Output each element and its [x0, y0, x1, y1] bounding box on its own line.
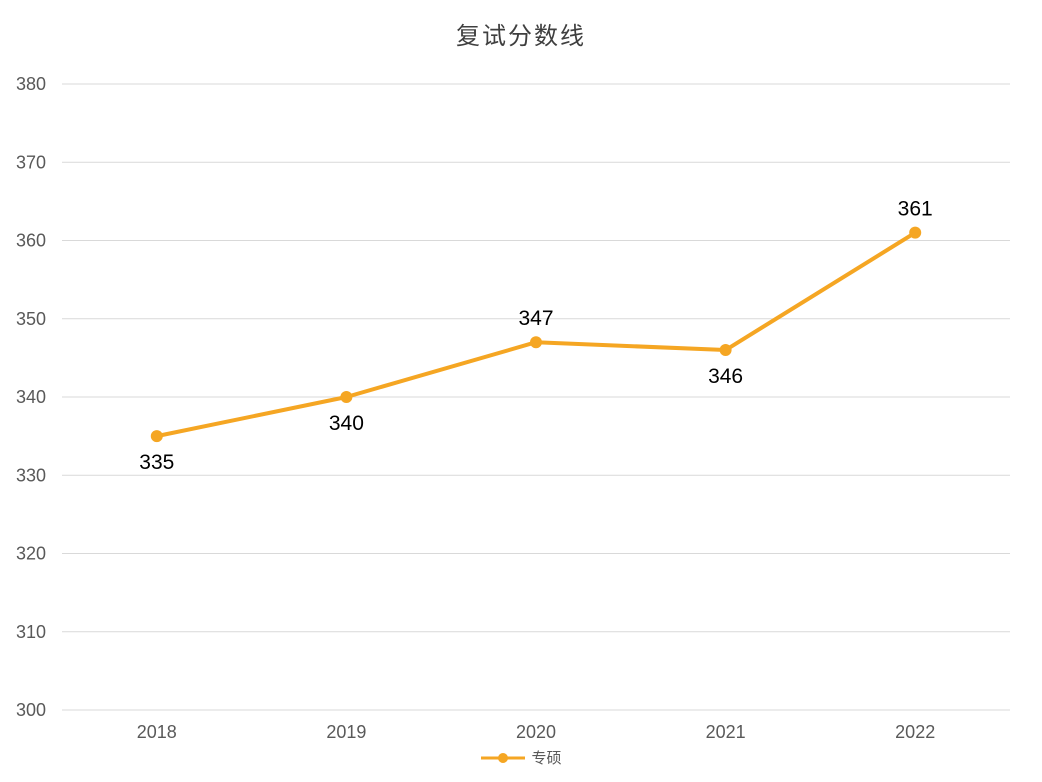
- y-axis-tick-label: 310: [16, 622, 46, 642]
- data-point-label: 340: [329, 412, 364, 435]
- data-point-label: 361: [898, 198, 933, 221]
- data-point-marker: [530, 336, 542, 349]
- y-axis-tick-label: 300: [16, 700, 46, 720]
- legend: 专硕: [0, 747, 1042, 768]
- legend-line-marker: [481, 752, 526, 763]
- y-axis-tick-label: 380: [16, 74, 46, 94]
- x-axis-tick-label: 2021: [706, 722, 746, 742]
- legend-label: 专硕: [531, 750, 562, 767]
- y-axis-tick-label: 320: [16, 544, 46, 564]
- data-point-label: 335: [139, 451, 174, 474]
- x-axis-tick-label: 2018: [137, 722, 177, 742]
- data-point-label: 346: [708, 365, 743, 388]
- x-axis-tick-label: 2022: [895, 722, 935, 742]
- y-axis-tick-label: 340: [16, 387, 46, 407]
- y-axis-tick-label: 370: [16, 152, 46, 172]
- data-point-label: 347: [518, 307, 553, 330]
- data-point-marker: [340, 391, 353, 403]
- y-axis-tick-label: 350: [16, 309, 46, 329]
- chart-title: 复试分数线: [456, 23, 586, 50]
- y-axis-tick-label: 330: [16, 465, 46, 485]
- data-point-marker: [719, 344, 732, 357]
- y-axis-tick-label: 360: [16, 231, 46, 251]
- series-line: [154, 230, 918, 439]
- legend-dot-icon: [498, 752, 509, 763]
- data-point-marker: [909, 226, 922, 239]
- x-axis-tick-label: 2019: [326, 722, 366, 742]
- x-axis-tick-label: 2020: [516, 722, 556, 742]
- data-point-marker: [150, 430, 163, 443]
